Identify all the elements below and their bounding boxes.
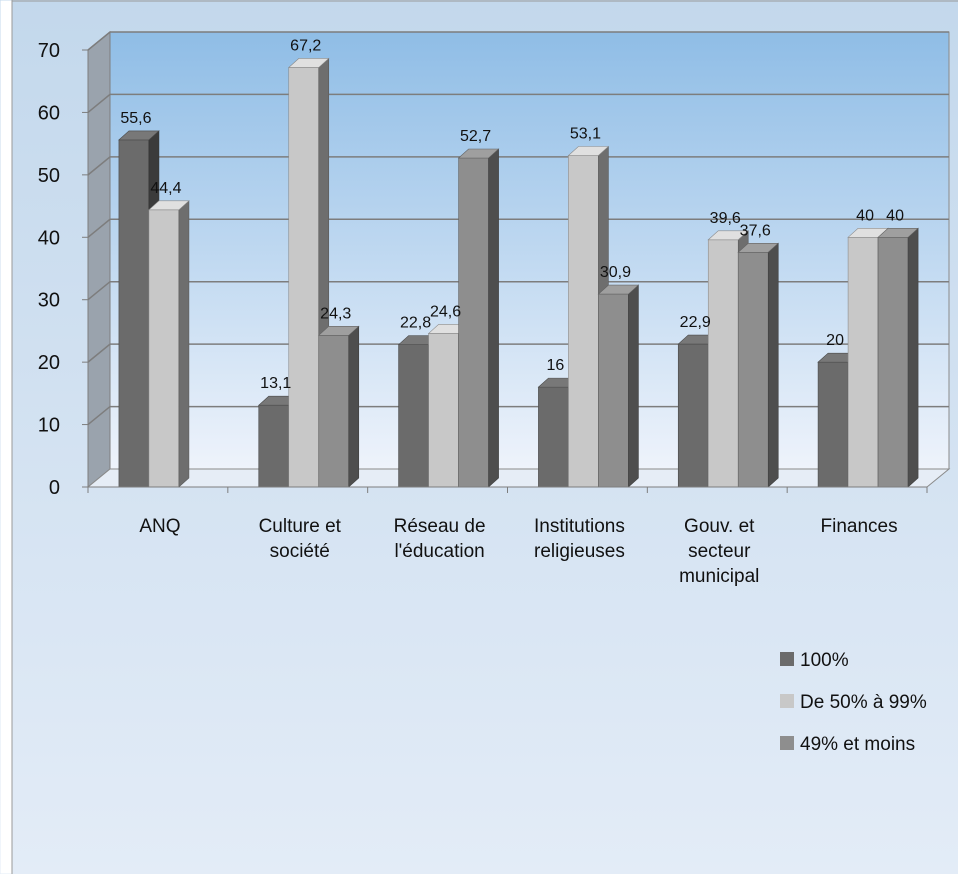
- bar-front: [538, 386, 569, 488]
- data-label: 22,8: [400, 315, 431, 332]
- gridline: [87, 218, 949, 238]
- back-wall: [109, 31, 950, 470]
- data-label: 37,6: [740, 222, 771, 239]
- bar-front: [677, 343, 709, 488]
- bar-front: [428, 333, 459, 488]
- bar: [877, 227, 919, 488]
- side-wall: [87, 30, 111, 489]
- bar-front: [258, 404, 290, 488]
- legend-swatch: [780, 694, 794, 708]
- data-label: 53,1: [570, 126, 601, 143]
- y-tick-label: 20: [38, 352, 60, 374]
- bar-front: [737, 251, 769, 488]
- gridline: [87, 156, 949, 176]
- bar-front: [398, 344, 429, 488]
- x-tick-label: société: [270, 541, 330, 562]
- y-tick-label: 50: [38, 165, 60, 187]
- bar-top: [737, 242, 780, 253]
- x-tick-label: Culture et: [259, 516, 342, 537]
- y-tick-label: 0: [49, 477, 60, 499]
- data-label: 24,3: [320, 305, 351, 322]
- bar-top: [287, 58, 330, 68]
- bar-front: [148, 209, 180, 488]
- data-label: 44,4: [150, 180, 181, 197]
- legend-item: De 50% à 99%: [780, 692, 927, 713]
- bar-top: [148, 200, 190, 211]
- bar-top: [118, 130, 160, 141]
- bar-front: [707, 239, 739, 488]
- legend-swatch: [780, 652, 794, 666]
- legend-label: 100%: [800, 650, 849, 671]
- x-tick-label: ANQ: [139, 516, 180, 537]
- data-label: 16: [547, 357, 565, 374]
- y-tick-label: 70: [38, 40, 60, 62]
- gridline: [87, 343, 949, 363]
- x-tick-label: Gouv. et: [684, 516, 755, 537]
- bar-side: [488, 148, 499, 488]
- left-margin: [0, 0, 12, 874]
- bar-front: [877, 236, 909, 488]
- bar-top: [457, 148, 500, 159]
- data-label: 20: [826, 332, 844, 349]
- gridline: [87, 280, 949, 301]
- bar-top: [877, 227, 919, 238]
- gridline: [87, 93, 949, 114]
- bar-front: [847, 236, 879, 488]
- bar-front: [817, 361, 849, 488]
- data-label: 40: [886, 207, 904, 224]
- bar: [597, 284, 640, 488]
- x-tick-label: Réseau de: [394, 516, 486, 537]
- x-tick-label: religieuses: [534, 541, 625, 562]
- data-label: 30,9: [600, 264, 631, 281]
- y-tick-label: 40: [38, 227, 60, 249]
- bar-side: [767, 242, 779, 488]
- bar: [317, 325, 360, 488]
- bar-top: [317, 325, 360, 336]
- bar-front: [598, 293, 629, 488]
- bar-front: [568, 155, 599, 488]
- bar-top: [707, 230, 750, 241]
- gridline: [87, 31, 949, 51]
- data-label: 55,6: [120, 110, 151, 127]
- y-tick-label: 30: [38, 290, 60, 312]
- bar: [457, 148, 500, 488]
- y-tick-label: 60: [38, 102, 60, 124]
- x-tick-label: secteur: [688, 541, 751, 562]
- x-tick-label: l'éducation: [394, 541, 484, 562]
- legend-swatch: [780, 736, 794, 750]
- legend-item: 100%: [780, 650, 849, 671]
- data-label: 52,7: [460, 128, 491, 145]
- data-label: 67,2: [290, 37, 321, 54]
- legend-label: 49% et moins: [800, 734, 915, 755]
- bar: [737, 242, 780, 488]
- legend-label: De 50% à 99%: [800, 692, 927, 713]
- bar-side: [907, 227, 919, 488]
- y-tick-label: 10: [38, 415, 60, 437]
- bar: [148, 200, 190, 488]
- bar-side: [628, 284, 639, 488]
- bar-top: [597, 284, 640, 295]
- bar-top: [567, 146, 610, 156]
- bar-side: [348, 325, 360, 488]
- data-label: 40: [856, 207, 874, 224]
- data-label: 24,6: [430, 303, 461, 320]
- data-label: 39,6: [710, 210, 741, 227]
- bar-front: [458, 157, 489, 488]
- bar-front: [118, 139, 150, 488]
- legend-item: 49% et moins: [780, 734, 915, 755]
- gridline: [87, 405, 949, 426]
- data-label: 13,1: [260, 375, 291, 392]
- bar-front: [288, 67, 320, 488]
- x-tick-label: Institutions: [534, 516, 625, 537]
- bar-side: [178, 200, 190, 488]
- x-tick-label: municipal: [679, 566, 759, 587]
- bar-front: [318, 334, 350, 488]
- x-tick-label: Finances: [821, 516, 898, 537]
- data-label: 22,9: [680, 314, 711, 331]
